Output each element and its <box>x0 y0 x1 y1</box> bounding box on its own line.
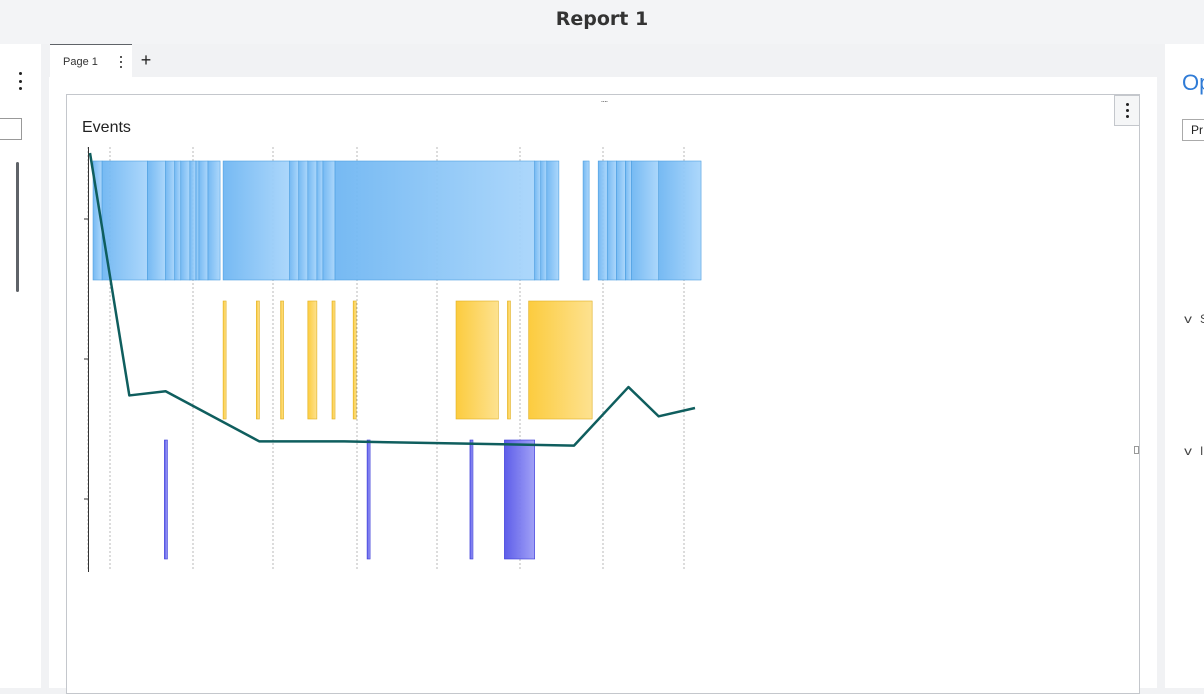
page-tab-strip: Page 1 + <box>49 44 1157 77</box>
event-bar-blue <box>198 160 209 281</box>
event-bar-blue <box>316 160 324 281</box>
event-bar-blue <box>101 160 148 281</box>
event-bar-blue <box>631 160 659 281</box>
event-bar-violet <box>469 439 474 560</box>
trend-line <box>88 152 696 447</box>
report-title: Report 1 <box>555 8 649 30</box>
event-bar-blue <box>334 160 535 281</box>
event-bar-blue <box>222 160 290 281</box>
event-bar-blue <box>307 160 318 281</box>
tab-menu-icon[interactable] <box>118 56 124 68</box>
event-bar-blue <box>540 160 548 281</box>
panel-menu-button[interactable] <box>1114 95 1140 126</box>
report-header: Report 1 <box>0 0 1204 44</box>
event-bar-blue <box>165 160 175 281</box>
events-chart-panel[interactable]: ···· Events <box>66 94 1140 694</box>
event-bar-blue <box>147 160 166 281</box>
event-bar-yellow <box>256 300 260 420</box>
tab-page-1[interactable]: Page 1 <box>50 44 132 77</box>
event-bar-yellow <box>507 300 511 420</box>
event-bar-blue <box>298 160 309 281</box>
event-bar-violet <box>366 439 371 560</box>
event-bar-blue <box>195 160 200 281</box>
event-bar-blue <box>180 160 191 281</box>
plus-icon[interactable]: + <box>140 50 152 70</box>
event-bar-blue <box>658 160 702 281</box>
chevron-down-icon[interactable]: v <box>1184 444 1192 458</box>
left-pane-menu-icon[interactable] <box>13 72 27 90</box>
options-section-2[interactable]: I <box>1200 444 1204 458</box>
chevron-down-icon[interactable]: v <box>1184 312 1192 326</box>
chart-title: Events <box>82 119 131 136</box>
left-pane <box>0 44 41 688</box>
event-bar-yellow <box>222 300 227 420</box>
left-pane-scrollbar[interactable] <box>16 162 19 292</box>
event-bar-blue <box>534 160 542 281</box>
event-bar-blue <box>207 160 221 281</box>
event-bar-blue <box>616 160 626 281</box>
event-bar-yellow <box>528 300 593 420</box>
events-chart <box>84 147 702 572</box>
options-chip[interactable]: Pr <box>1182 119 1204 141</box>
event-bar-blue <box>582 160 590 281</box>
event-bar-blue <box>289 160 300 281</box>
options-section-1[interactable]: S <box>1200 312 1204 326</box>
left-pane-search-input[interactable] <box>0 118 22 140</box>
options-title: Op <box>1182 70 1204 95</box>
tab-label: Page 1 <box>63 56 98 68</box>
event-bar-yellow <box>331 300 336 420</box>
event-bar-yellow <box>455 300 499 420</box>
right-options-pane: Op Pr v S v I <box>1165 44 1204 688</box>
panel-resize-handle[interactable] <box>1134 446 1139 454</box>
event-bar-blue <box>625 160 632 281</box>
event-bar-blue <box>189 160 197 281</box>
event-bar-blue <box>606 160 617 281</box>
event-bar-violet <box>504 439 535 560</box>
event-bar-yellow <box>280 300 284 420</box>
drag-handle-icon[interactable]: ···· <box>600 97 609 106</box>
event-bar-blue <box>174 160 182 281</box>
event-bar-blue <box>322 160 336 281</box>
event-bar-blue <box>597 160 608 281</box>
event-bar-blue <box>546 160 560 281</box>
event-bar-yellow <box>352 300 357 420</box>
event-bar-yellow <box>307 300 318 420</box>
event-bar-violet <box>164 439 168 560</box>
